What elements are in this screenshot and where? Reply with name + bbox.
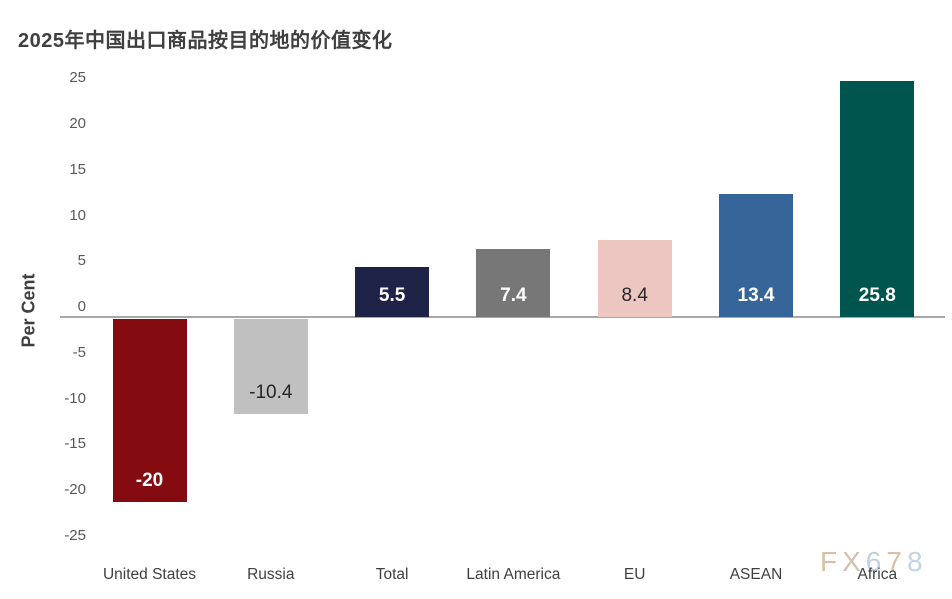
y-tick-label-10: 10	[69, 206, 86, 224]
y-tick-label--20: -20	[64, 481, 86, 498]
x-label-eu: EU	[623, 566, 646, 583]
zero-axis-line	[60, 316, 945, 318]
y-tick-label-0: 0	[77, 298, 86, 315]
bar-value-label-total: 5.5	[378, 284, 406, 306]
bar-value-label-eu: 8.4	[621, 284, 648, 306]
y-tick-label-15: 15	[69, 160, 86, 178]
y-tick-label--5: -5	[72, 343, 86, 361]
y-tick-label--25: -25	[64, 526, 86, 544]
x-label-russia: Russia	[247, 566, 295, 583]
watermark-letter: F	[820, 546, 843, 577]
y-tick-label--15: -15	[64, 435, 86, 453]
x-label-africa: Africa	[857, 566, 898, 583]
bar-russia: -10.4	[233, 319, 308, 415]
bar-eu: 8.4	[597, 240, 672, 317]
chart-title: 2025年中国出口商品按目的地的价值变化	[18, 30, 393, 52]
bar-value-label-russia: -10.4	[249, 382, 293, 404]
x-label-latin-america: Latin America	[466, 566, 561, 583]
watermark-letter: 6	[865, 546, 887, 577]
watermark-letter: 8	[906, 546, 928, 577]
x-label-asean: ASEAN	[729, 566, 783, 583]
bar-united-states: -20	[112, 319, 187, 502]
watermark-letter: 7	[886, 546, 907, 577]
bar-asean: 13.4	[719, 194, 793, 317]
bar-value-label-asean: 13.4	[737, 284, 775, 306]
bar-value-label-africa: 25.8	[858, 284, 896, 306]
y-tick-label-20: 20	[69, 115, 86, 132]
bar-latin-america: 7.4	[476, 249, 551, 317]
watermark-letter: X	[842, 546, 866, 577]
bar-value-label-latin-america: 7.4	[500, 284, 527, 306]
y-tick-label-5: 5	[77, 252, 86, 270]
y-tick-label--10: -10	[64, 389, 86, 407]
bar-total: 5.5	[355, 266, 430, 317]
bar-africa: 25.8	[840, 80, 915, 317]
y-tick-label-25: 25	[69, 69, 86, 87]
fx678-watermark: FX678	[820, 546, 928, 578]
x-label-united-states: United States	[102, 566, 197, 583]
bar-value-label-united-states: -20	[135, 470, 164, 491]
x-label-total: Total	[375, 566, 409, 583]
